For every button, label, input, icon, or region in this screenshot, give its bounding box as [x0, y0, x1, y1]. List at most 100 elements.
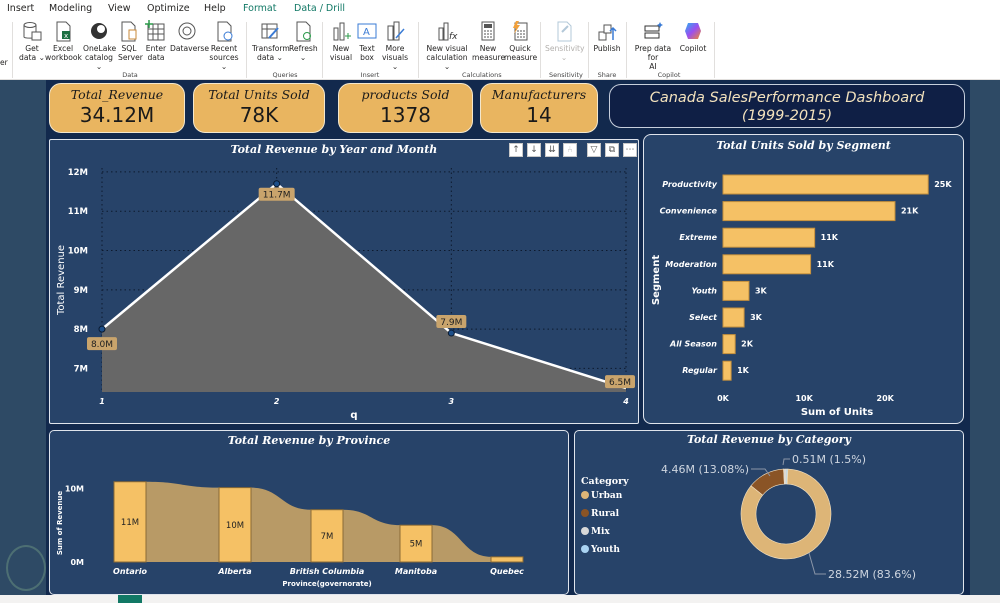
revenue-by-province-visual[interactable]: Total Revenue by Province 0M 10M 11M Ontari…: [49, 430, 569, 595]
legend-dot: [581, 509, 589, 517]
legend-item-youth[interactable]: Youth: [581, 545, 620, 555]
y-tick-label: 7M: [74, 364, 88, 374]
kpi-card-total-revenue[interactable]: Total_Revenue 34.12M: [49, 83, 185, 133]
active-page-tab[interactable]: [118, 595, 142, 603]
data-label: 11K: [817, 260, 835, 269]
kpi-card-products-sold[interactable]: products Sold 1378: [338, 83, 473, 133]
label: New: [332, 44, 350, 53]
units-by-segment-visual[interactable]: Total Units Sold by Segment Productivity…: [643, 134, 964, 424]
group-calculations-label: Calculations: [462, 71, 502, 79]
new-measure-button[interactable]: New measure: [472, 20, 506, 62]
revenue-by-year-month-visual[interactable]: Total Revenue by Year and Month ↑ ↓ ⇊ ⑃ …: [49, 139, 639, 424]
label: Recent: [210, 44, 238, 53]
tab-view[interactable]: View: [108, 3, 131, 14]
label: workbook: [45, 53, 82, 62]
refresh-icon: [292, 20, 314, 42]
ribbon-chart: 0M 10M 11M Ontario 10M Alberta 7M British Colum…: [56, 481, 524, 588]
sensitivity-button[interactable]: Sensitivity ⌄: [545, 20, 585, 62]
svg-text:fx: fx: [449, 32, 458, 42]
x-tick-label: Ontario: [113, 567, 147, 576]
tab-data-drill[interactable]: Data / Drill: [294, 3, 346, 14]
onelake-catalog-button[interactable]: OneLake catalog ⌄: [83, 20, 116, 71]
drill-down-icon[interactable]: ↓: [527, 143, 541, 157]
new-visual-calculation-button[interactable]: fx New visual calculation ⌄: [424, 20, 470, 71]
label: Dataverse: [170, 44, 210, 53]
more-visuals-button[interactable]: More visuals ⌄: [380, 20, 410, 71]
kpi-label: products Sold: [361, 87, 450, 102]
y-tick-label: 10M: [68, 247, 88, 257]
data-point: [447, 329, 455, 337]
data-point: [98, 325, 106, 333]
dataverse-button[interactable]: Dataverse: [170, 20, 209, 53]
copilot-button[interactable]: Copilot: [678, 20, 708, 53]
bar: [722, 360, 732, 381]
chart-icon: [330, 20, 352, 42]
label: data ⌄: [257, 53, 283, 62]
label: catalog ⌄: [84, 53, 114, 71]
revenue-by-category-visual[interactable]: Total Revenue by Category Category Urban…: [574, 430, 964, 595]
bar-chart: Productivity 25K Convenience 21K Extreme 11K M…: [651, 174, 952, 418]
more-visuals-icon: [384, 20, 406, 42]
legend-label: Mix: [591, 527, 610, 537]
bar: [218, 487, 252, 563]
label: New visual: [426, 44, 468, 53]
label: measure: [472, 53, 506, 62]
bar: [490, 556, 524, 563]
bar: [399, 524, 433, 563]
kpi-value: 1378: [380, 103, 431, 127]
new-visual-button[interactable]: New visual: [328, 20, 354, 62]
publish-icon: [596, 20, 618, 42]
legend-item-rural[interactable]: Rural: [581, 509, 619, 519]
y-tick-label: 8M: [74, 325, 88, 335]
svg-text:A: A: [363, 27, 370, 38]
group-queries-label: Queries: [272, 71, 298, 79]
expand-hierarchy-icon[interactable]: ⑃: [563, 143, 577, 157]
chart-title: Total Revenue by Category: [687, 433, 851, 446]
refresh-button[interactable]: Refresh ⌄: [289, 20, 318, 62]
sql-server-button[interactable]: SQL Server: [118, 20, 143, 62]
data-label-bg: [436, 315, 467, 329]
data-label: 3K: [755, 286, 768, 295]
data-label: 1K: [737, 366, 750, 375]
filter-icon[interactable]: ▽: [587, 143, 601, 157]
expand-next-level-icon[interactable]: ⇊: [545, 143, 559, 157]
dataverse-icon: [176, 20, 198, 42]
area-chart: 7M 8M 9M 10M 11M 12M 1 2 3 4 8.0M 11.7M 7.9M 6.5M Tota…: [56, 168, 635, 421]
sql-icon: [118, 20, 140, 42]
recent-sources-button[interactable]: Recent sources ⌄: [207, 20, 241, 71]
tab-optimize[interactable]: Optimize: [147, 3, 190, 14]
get-data-button[interactable]: Get data ⌄: [18, 20, 46, 62]
tab-modeling[interactable]: Modeling: [49, 3, 93, 14]
legend-item-urban[interactable]: Urban: [581, 491, 622, 501]
kpi-card-manufacturers[interactable]: Manufacturers 14: [480, 83, 598, 133]
category-label: All Season: [669, 340, 717, 349]
tab-format[interactable]: Format: [243, 3, 277, 14]
transform-data-button[interactable]: Transform data ⌄: [252, 20, 290, 62]
text-box-button[interactable]: A Text box: [356, 20, 378, 62]
more-options-icon[interactable]: ⋯: [623, 143, 637, 157]
drill-up-icon[interactable]: ↑: [509, 143, 523, 157]
x-tick-label: British Columbia: [290, 567, 365, 576]
publish-button[interactable]: Publish: [592, 20, 622, 53]
excel-icon: x: [52, 20, 74, 42]
category-label: Youth: [692, 286, 718, 295]
x-tick-label: 0K: [717, 394, 730, 403]
kpi-card-total-units-sold[interactable]: Total Units Sold 78K: [193, 83, 325, 133]
legend-item-mix[interactable]: Mix: [581, 527, 610, 537]
data-label: 5M: [410, 540, 423, 550]
bar: [722, 201, 896, 222]
leader-line: [782, 458, 790, 466]
svg-text:x: x: [64, 32, 68, 40]
bar: [310, 509, 344, 563]
series-line: [101, 182, 627, 390]
quick-measure-button[interactable]: Quick measure: [504, 20, 537, 62]
enter-data-button[interactable]: Enter data: [145, 20, 167, 62]
prep-data-for-ai-button[interactable]: Prep data for AI: [632, 20, 674, 71]
focus-mode-icon[interactable]: ⧉: [605, 143, 619, 157]
tab-help[interactable]: Help: [204, 3, 226, 14]
x-axis-title: Province(governorate): [282, 580, 371, 588]
tab-insert[interactable]: Insert: [7, 3, 35, 14]
excel-workbook-button[interactable]: x Excel workbook: [45, 20, 82, 62]
group-sensitivity-label: Sensitivity: [549, 71, 583, 79]
label: Sensitivity: [545, 44, 585, 53]
